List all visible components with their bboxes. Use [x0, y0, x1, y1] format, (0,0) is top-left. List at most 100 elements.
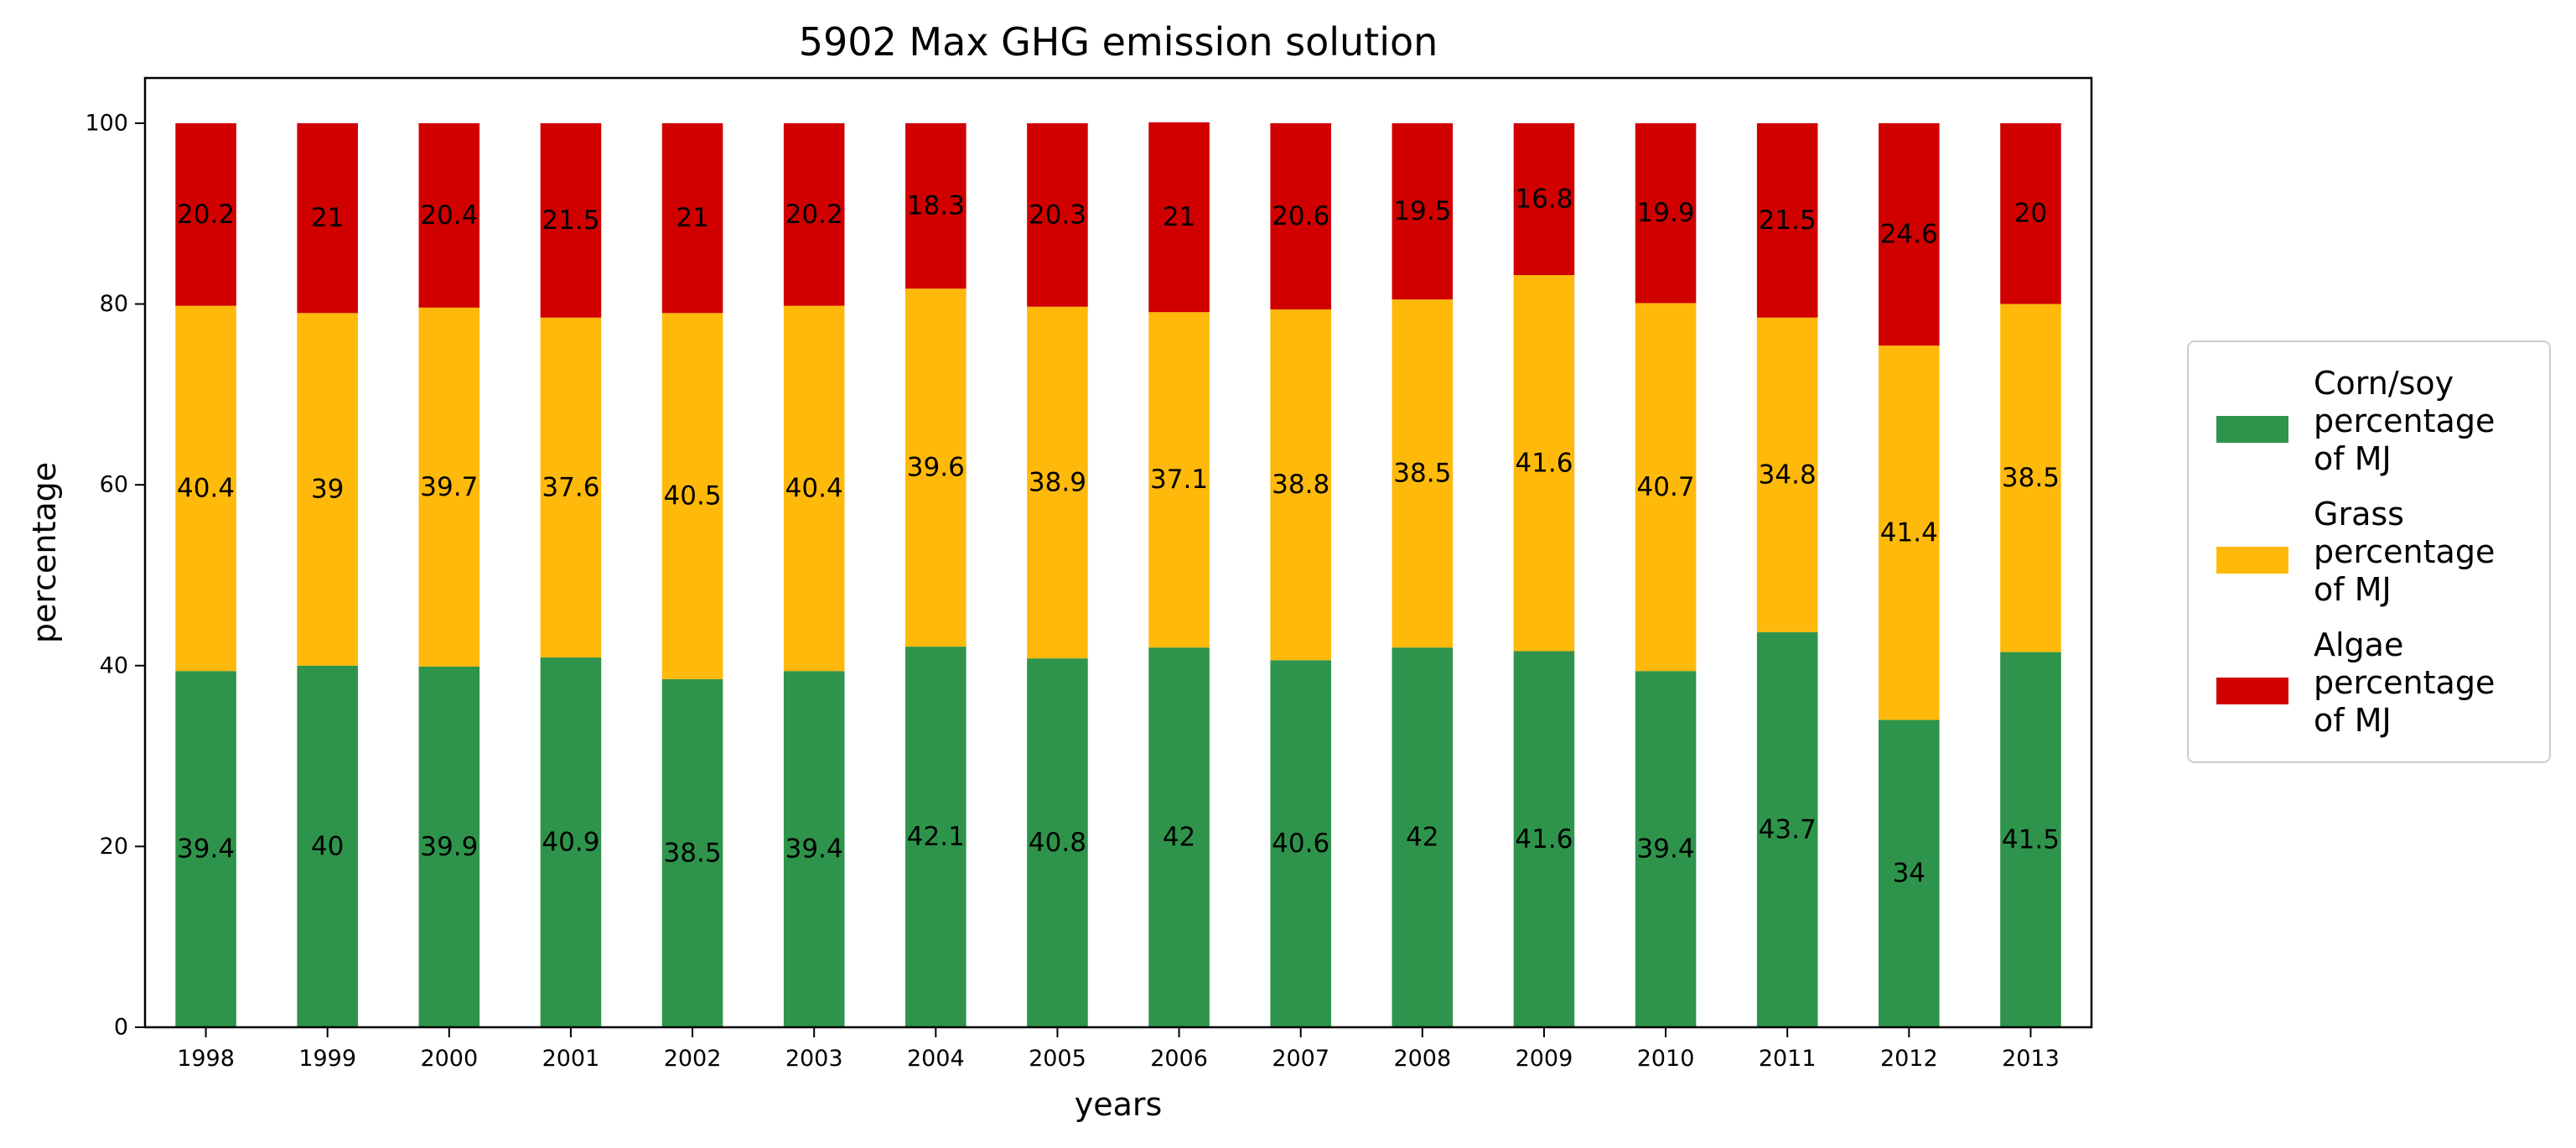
data-label-s1-2009: 41.6: [1515, 448, 1573, 478]
legend-label-s0: Corn/soy: [2314, 365, 2454, 402]
data-label-s1-2002: 40.5: [664, 481, 722, 512]
bar-segment-s1-2011: [1756, 317, 1818, 632]
legend-label-s0: of MJ: [2314, 440, 2392, 477]
data-label-s2-1998: 20.2: [177, 200, 235, 230]
x-axis-label: years: [1075, 1086, 1163, 1123]
bar-segment-s0-2012: [1879, 719, 1940, 1027]
data-label-s2-2008: 19.5: [1393, 196, 1451, 226]
data-label-s0-2000: 39.9: [420, 832, 478, 862]
data-label-s1-2004: 39.6: [907, 453, 965, 483]
bar-segment-s1-1998: [175, 305, 236, 672]
data-label-s1-1998: 40.4: [177, 473, 235, 503]
legend-box: [2187, 340, 2551, 763]
x-tick-label: 2003: [785, 1046, 843, 1072]
x-tick-label: 2006: [1150, 1046, 1208, 1072]
x-tick-label: 1999: [298, 1046, 356, 1072]
data-label-s0-2001: 40.9: [542, 828, 599, 858]
y-tick-label: 60: [100, 472, 128, 498]
bar-segment-s1-2000: [418, 307, 480, 667]
y-tick-label: 80: [100, 291, 128, 317]
data-label-s1-2007: 38.8: [1272, 470, 1329, 500]
bar-segment-s1-2013: [2000, 304, 2061, 652]
bar-segment-s2-2000: [418, 122, 480, 308]
data-label-s2-2000: 20.4: [420, 200, 478, 231]
bar-segment-s2-2001: [540, 122, 602, 318]
legend-label-s0: percentage: [2314, 403, 2495, 439]
bar-segment-s1-2006: [1148, 312, 1210, 648]
x-tick-label: 2000: [420, 1046, 478, 1072]
bar-segment-s2-2005: [1027, 122, 1088, 307]
data-label-s2-2007: 20.6: [1272, 201, 1329, 231]
data-label-s0-2011: 43.7: [1759, 814, 1817, 844]
data-label-s2-2011: 21.5: [1759, 205, 1817, 236]
bar-segment-s2-2013: [2000, 122, 2061, 304]
bar-segment-s0-2009: [1513, 651, 1575, 1027]
data-label-s0-2004: 42.1: [907, 822, 965, 852]
legend-swatch-s2: [2216, 678, 2288, 704]
bar-segment-s2-2008: [1392, 122, 1454, 300]
x-tick-label: 2011: [1759, 1046, 1817, 1072]
x-tick-label: 2002: [664, 1046, 722, 1072]
x-tick-label: 2001: [542, 1046, 600, 1072]
y-tick-label: 0: [114, 1015, 128, 1041]
data-label-s0-2007: 40.6: [1272, 829, 1329, 859]
legend-label-s1: percentage: [2314, 533, 2495, 570]
data-label-s0-2012: 34: [1893, 859, 1926, 889]
data-label-s1-2011: 34.8: [1759, 460, 1817, 490]
data-label-s2-2004: 18.3: [907, 191, 965, 221]
data-label-s0-2009: 41.6: [1515, 824, 1573, 855]
data-label-s0-2010: 39.4: [1637, 834, 1695, 865]
x-tick-label: 2010: [1637, 1046, 1695, 1072]
x-tick-label: 1998: [177, 1046, 235, 1072]
data-label-s2-2001: 21.5: [542, 205, 599, 236]
x-tick-label: 2004: [907, 1046, 965, 1072]
data-label-s1-1999: 39: [311, 475, 344, 505]
data-label-s0-2013: 41.5: [2002, 824, 2060, 855]
data-label-s2-2006: 21: [1163, 202, 1195, 232]
bar-segment-s1-2001: [540, 317, 602, 658]
bar-segment-s0-2002: [661, 678, 723, 1027]
data-labels-layer: 39.4 40 39.9 40.9 38.5 39.4 42.1 40.8 42 40.6 42 41…: [177, 184, 2060, 888]
data-label-s1-2001: 37.6: [542, 472, 599, 502]
bar-segment-s0-1998: [175, 671, 236, 1027]
y-tick-label: 100: [85, 110, 128, 136]
bar-segment-s0-2003: [783, 671, 845, 1027]
bar-segment-s0-2006: [1148, 647, 1210, 1027]
bar-segment-s0-2010: [1635, 671, 1697, 1027]
legend-label-s2: Algae: [2314, 626, 2403, 663]
data-label-s0-2003: 39.4: [785, 834, 843, 865]
bars-layer: [175, 122, 2061, 1027]
bar-segment-s1-2003: [783, 305, 845, 672]
bar-segment-s2-2009: [1513, 122, 1575, 276]
bar-segment-s0-2011: [1756, 631, 1818, 1027]
data-label-s2-2012: 24.6: [1880, 220, 1938, 250]
data-label-s2-2005: 20.3: [1029, 200, 1086, 230]
y-tick-label: 20: [100, 834, 128, 860]
data-label-s0-1998: 39.4: [177, 834, 235, 865]
y-axis: 0 20 40 60 80 100: [85, 110, 145, 1041]
data-label-s2-1999: 21: [311, 203, 344, 233]
bar-segment-s1-2009: [1513, 275, 1575, 652]
y-axis-label: percentage: [26, 462, 63, 643]
x-tick-label: 2007: [1272, 1046, 1329, 1072]
bar-segment-s2-2007: [1270, 122, 1331, 309]
plot-frame: [143, 76, 2093, 1029]
x-tick-label: 2009: [1516, 1046, 1573, 1072]
bar-segment-s1-2010: [1635, 303, 1697, 672]
data-label-s2-2010: 19.9: [1637, 198, 1695, 228]
bar-segment-s2-2006: [1148, 122, 1210, 313]
legend-label-s2: percentage: [2314, 664, 2495, 701]
bar-segment-s2-2003: [783, 122, 845, 306]
data-label-s1-2013: 38.5: [2002, 463, 2060, 493]
data-label-s1-2006: 37.1: [1150, 465, 1208, 495]
x-tick-label: 2005: [1029, 1046, 1086, 1072]
data-label-s2-2003: 20.2: [785, 200, 843, 230]
bar-segment-s0-2007: [1270, 660, 1331, 1027]
bar-segment-s1-2012: [1879, 345, 1940, 720]
bar-segment-s2-2004: [905, 122, 967, 289]
chart-title: 5902 Max GHG emission solution: [799, 19, 1438, 65]
data-label-s2-2009: 16.8: [1515, 184, 1573, 214]
data-label-s0-1999: 40: [311, 831, 344, 861]
bar-segment-s0-2000: [418, 666, 480, 1027]
